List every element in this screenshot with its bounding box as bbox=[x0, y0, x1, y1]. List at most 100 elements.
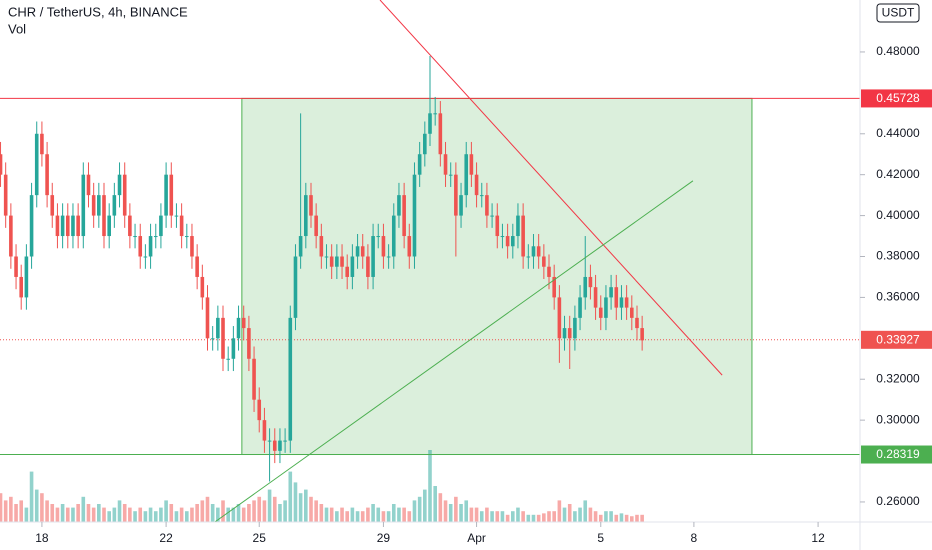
candle-body bbox=[350, 256, 355, 277]
volume-bar bbox=[448, 504, 453, 522]
candle-body bbox=[29, 195, 34, 257]
volume-bar bbox=[397, 507, 401, 522]
volume-bar bbox=[324, 507, 329, 522]
candle-body bbox=[179, 215, 184, 237]
volume-bar bbox=[102, 507, 106, 522]
volume-bar bbox=[200, 500, 205, 522]
volume-bar bbox=[304, 489, 308, 522]
candle-body bbox=[433, 113, 437, 115]
y-tick-label: 0.32000 bbox=[876, 371, 920, 385]
candle-body bbox=[521, 215, 525, 257]
candle-body bbox=[335, 256, 339, 267]
volume-bar bbox=[112, 507, 117, 522]
volume-bar bbox=[485, 507, 489, 522]
volume-bar bbox=[516, 507, 520, 522]
volume-bar bbox=[423, 489, 427, 522]
price-label: 0.28319 bbox=[876, 447, 920, 461]
candle-body bbox=[190, 236, 194, 257]
volume-bar bbox=[288, 471, 293, 522]
volume-bar bbox=[345, 511, 349, 522]
volume-bar bbox=[190, 507, 194, 522]
candle-body bbox=[3, 174, 8, 216]
candle-body bbox=[97, 195, 101, 216]
volume-bar bbox=[226, 507, 230, 522]
currency-button-label[interactable]: USDT bbox=[882, 6, 915, 20]
candle-body bbox=[60, 215, 65, 237]
volume-bar bbox=[360, 511, 365, 522]
volume-label: Vol bbox=[8, 21, 26, 36]
candle-body bbox=[76, 215, 80, 237]
volume-bar bbox=[262, 500, 267, 522]
candle-body bbox=[24, 256, 29, 298]
price-label-box bbox=[861, 89, 932, 108]
candle-body bbox=[464, 154, 469, 196]
volume-bar bbox=[604, 511, 608, 522]
candle-body bbox=[505, 236, 510, 247]
volume-bar bbox=[630, 516, 634, 522]
candle-body bbox=[143, 256, 148, 258]
candle-body bbox=[412, 174, 417, 257]
x-tick-label: 25 bbox=[253, 531, 267, 545]
candle-body bbox=[360, 246, 365, 257]
candle-body bbox=[583, 276, 588, 298]
volume-bar bbox=[298, 493, 303, 522]
x-tick-label: 5 bbox=[597, 531, 604, 545]
volume-bar bbox=[593, 511, 598, 522]
volume-bar bbox=[153, 511, 158, 522]
candle-body bbox=[428, 113, 432, 134]
candle-body bbox=[485, 195, 489, 216]
volume-bar bbox=[459, 504, 463, 522]
volume-bar bbox=[107, 511, 111, 522]
volume-bar bbox=[531, 514, 536, 522]
volume-bar bbox=[454, 496, 458, 522]
volume-bar bbox=[433, 486, 437, 522]
volume-bar bbox=[236, 504, 241, 522]
volume-bar bbox=[490, 511, 494, 522]
volume-bar bbox=[185, 511, 189, 522]
candle-body bbox=[640, 328, 644, 341]
candle-body bbox=[102, 195, 106, 237]
candle-body bbox=[278, 440, 282, 451]
volume-bar bbox=[526, 514, 531, 522]
candle-body bbox=[236, 317, 241, 339]
volume-bar bbox=[0, 493, 3, 522]
volume-bar bbox=[505, 514, 510, 522]
candle-body bbox=[0, 154, 3, 175]
volume-bar bbox=[247, 504, 251, 522]
candle-body bbox=[391, 215, 396, 257]
y-tick-label: 0.26000 bbox=[876, 494, 920, 508]
candle-body bbox=[34, 133, 39, 196]
y-tick-label: 0.36000 bbox=[876, 290, 920, 304]
volume-bar bbox=[578, 507, 582, 522]
candle-body bbox=[402, 195, 406, 237]
candle-body bbox=[469, 154, 474, 175]
candle-body bbox=[573, 317, 577, 339]
candle-body bbox=[562, 328, 567, 339]
x-tick-label: 18 bbox=[35, 531, 49, 545]
volume-bar bbox=[174, 511, 179, 522]
volume-bar bbox=[314, 500, 318, 522]
volume-bar bbox=[557, 500, 562, 522]
candle-body bbox=[86, 174, 91, 196]
candle-body bbox=[552, 276, 556, 298]
candle-body bbox=[267, 440, 272, 442]
volume-bar bbox=[479, 511, 484, 522]
volume-bar bbox=[350, 507, 355, 522]
currency-button[interactable] bbox=[876, 3, 920, 23]
candle-body bbox=[298, 236, 303, 257]
candle-body bbox=[635, 317, 639, 329]
volume-bar bbox=[386, 511, 391, 522]
volume-bar bbox=[552, 511, 556, 522]
volume-bar bbox=[340, 507, 344, 522]
volume-bar bbox=[34, 489, 39, 522]
volume-bar bbox=[614, 514, 619, 522]
candle-body bbox=[148, 236, 153, 257]
volume-bar bbox=[464, 500, 469, 522]
price-label-box bbox=[861, 445, 932, 464]
volume-bar bbox=[474, 507, 479, 522]
volume-bar bbox=[402, 507, 406, 522]
price-label: 0.45728 bbox=[876, 91, 920, 105]
volume-bar bbox=[81, 496, 86, 522]
price-label-box bbox=[861, 330, 932, 349]
candle-body bbox=[283, 440, 287, 442]
